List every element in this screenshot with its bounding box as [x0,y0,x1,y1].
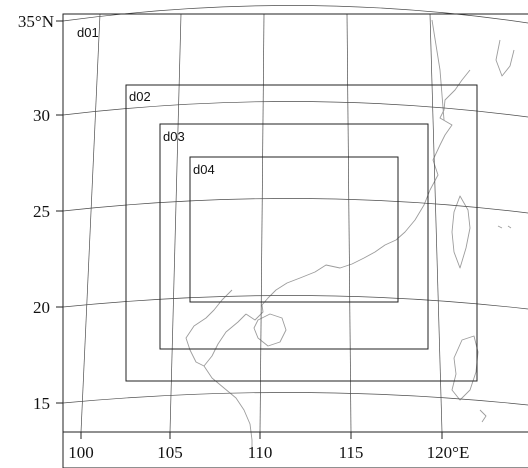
graticule-parallel-30n [62,101,528,118]
lon-label-110: 110 [248,443,273,462]
graticule-parallel-15n [62,392,528,406]
graticule-meridian-120e [429,13,443,433]
graticule-meridian-100e [80,13,101,433]
lon-label-120: 120°E [427,443,470,462]
graticule-meridian-105e [169,13,182,433]
luzon-island [451,335,479,401]
lon-labels: 100 105 110 115 120°E [68,443,469,462]
vietnam-coast [203,365,253,455]
lat-label-30: 30 [33,106,50,125]
graticule-meridian-115e [346,13,352,433]
lat-label-20: 20 [33,298,50,317]
taiwan-island [451,195,471,269]
domain-label-d01: d01 [77,25,99,40]
domain-label-d02: d02 [129,89,151,104]
domain-box-d02 [125,84,478,382]
lat-labels: 35°N 30 25 20 15 [18,12,54,413]
domain-box-d03 [159,123,429,350]
lat-label-15: 15 [33,394,50,413]
small-islands [479,225,512,423]
domain-box-d04 [189,156,399,303]
domain-box-d01 [62,13,528,468]
domain-labels: d01 d02 d03 d04 [77,25,215,177]
gulf-of-tonkin-coast [185,289,247,367]
map-frame [56,13,528,439]
lon-label-100: 100 [68,443,94,462]
mainland-coastline [245,69,471,321]
domain-label-d03: d03 [163,129,185,144]
inland-border-line [431,19,445,121]
lon-label-115: 115 [339,443,364,462]
lat-label-35: 35°N [18,12,54,31]
domain-boxes [62,13,528,468]
graticule-meridian-110e [259,13,265,433]
korea-coast [495,39,515,77]
coastlines [185,19,515,455]
graticule-parallel-20n [62,295,528,310]
lat-label-25: 25 [33,202,50,221]
map-canvas: d01 d02 d03 d04 35°N 30 25 20 [18,5,528,468]
hainan-island [253,313,287,347]
graticule [62,5,528,433]
graticule-parallel-25n [62,198,528,214]
domain-label-d04: d04 [193,162,215,177]
lon-label-105: 105 [157,443,183,462]
